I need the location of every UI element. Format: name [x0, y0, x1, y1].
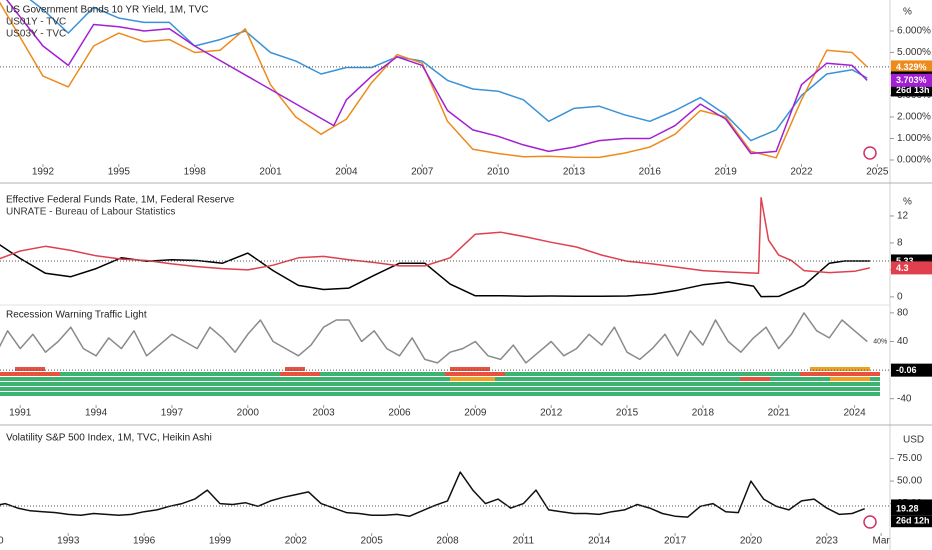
countdown-box	[891, 84, 932, 97]
x-tick-label: 2006	[388, 408, 411, 419]
y-tick-label: 0.000%	[897, 155, 931, 166]
x-tick-label: 1994	[85, 408, 108, 419]
x-tick-label: 1993	[57, 536, 80, 547]
y-tick-label: 80	[897, 308, 909, 319]
price-label-box	[891, 60, 932, 74]
x-tick-label: 2001	[259, 167, 282, 178]
x-tick-label: 2009	[464, 408, 487, 419]
x-tick-label: 2012	[540, 408, 563, 419]
y-tick-label: 1.000%	[897, 133, 931, 144]
plot-area	[0, 312, 868, 364]
pane-title: Recession Warning Traffic Light	[6, 310, 147, 321]
y-tick-label: 12	[897, 211, 909, 222]
x-tick-label: 2025	[866, 167, 889, 178]
signal-heatmap	[0, 367, 880, 396]
plot-area	[0, 471, 865, 518]
y-tick-label: 2.000%	[897, 112, 931, 123]
series-line	[0, 312, 868, 364]
x-tick-label: 1995	[108, 167, 131, 178]
x-tick-label: 2011	[513, 536, 535, 547]
price-label: 5.33	[896, 256, 914, 266]
axis-unit: %	[903, 7, 912, 18]
pane-title: US Government Bonds 10 YR Yield, 1M, TVC	[6, 5, 209, 16]
price-label-box	[891, 73, 932, 87]
x-tick-label: 2002	[285, 536, 308, 547]
annotation: 40%	[873, 338, 887, 345]
legend-entry: US01Y - TVC	[6, 17, 66, 28]
x-tick-label: 1992	[32, 167, 55, 178]
y-tick-label: 5.000%	[897, 47, 931, 58]
x-tick-label: 2014	[588, 536, 611, 547]
x-tick-label: 1999	[209, 536, 232, 547]
x-tick-label: 2020	[740, 536, 763, 547]
logo-icon	[863, 515, 877, 529]
y-tick-label: 50.00	[897, 476, 922, 487]
price-label-box	[891, 261, 932, 275]
series-line	[29, 0, 868, 142]
series-line	[0, 197, 870, 275]
price-label-box	[891, 363, 932, 377]
series-line	[0, 471, 865, 518]
x-tick-label: 2000	[237, 408, 260, 419]
x-tick-label: 2013	[563, 167, 586, 178]
axis-unit: %	[903, 197, 912, 208]
x-tick-label: 1998	[184, 167, 207, 178]
y-tick-label: -40	[897, 393, 912, 404]
countdown: 26d 12h	[896, 516, 930, 526]
x-tick-label: 1997	[161, 408, 184, 419]
x-tick-label: 1996	[133, 536, 156, 547]
x-tick-label: 2024	[843, 408, 866, 419]
y-tick-label: 40	[897, 336, 909, 347]
x-tick-label: 2008	[436, 536, 459, 547]
pane-title: Volatility S&P 500 Index, 1M, TVC, Heiki…	[6, 433, 212, 444]
plot-area	[0, 0, 868, 159]
axis-unit: USD	[903, 435, 924, 446]
x-tick-label: 2017	[664, 536, 687, 547]
price-label: 4.329%	[896, 62, 927, 72]
countdown-box	[891, 515, 932, 528]
x-tick-label: 2005	[361, 536, 384, 547]
series-line	[5, 0, 868, 155]
x-tick-label: 2015	[616, 408, 639, 419]
x-tick-label: 2021	[768, 408, 791, 419]
x-tick-label: 2019	[715, 167, 738, 178]
y-tick-label: 6.000%	[897, 26, 931, 37]
series-line	[0, 1, 868, 159]
x-tick-label: 2007	[411, 167, 434, 178]
price-label: 19.28	[896, 504, 919, 514]
logo-icon	[863, 146, 877, 160]
x-tick-label: 2003	[313, 408, 336, 419]
price-label: -0.06	[896, 365, 917, 375]
y-tick-label: 0	[897, 292, 903, 303]
x-tick-label: 2004	[335, 167, 358, 178]
countdown: 26d 13h	[896, 85, 930, 95]
x-tick-label: 1990	[0, 536, 4, 547]
y-tick-label: 75.00	[897, 453, 922, 464]
x-tick-label: 2010	[487, 167, 510, 178]
y-tick-label: 8	[897, 238, 903, 249]
x-tick-label: 2022	[790, 167, 813, 178]
x-tick-label: 2018	[692, 408, 715, 419]
price-label: 4.3	[896, 263, 909, 273]
x-tick-label: Mar	[873, 536, 891, 547]
legend-entry: UNRATE - Bureau of Labour Statistics	[6, 207, 175, 218]
legend-entry: US03Y - TVC	[6, 29, 66, 40]
pane-title: Effective Federal Funds Rate, 1M, Federa…	[6, 195, 235, 206]
price-label-box	[891, 502, 932, 516]
x-tick-label: 2023	[816, 536, 839, 547]
price-label: 3.703%	[896, 75, 927, 85]
x-tick-label: 2016	[639, 167, 662, 178]
x-tick-label: 1991	[9, 408, 32, 419]
